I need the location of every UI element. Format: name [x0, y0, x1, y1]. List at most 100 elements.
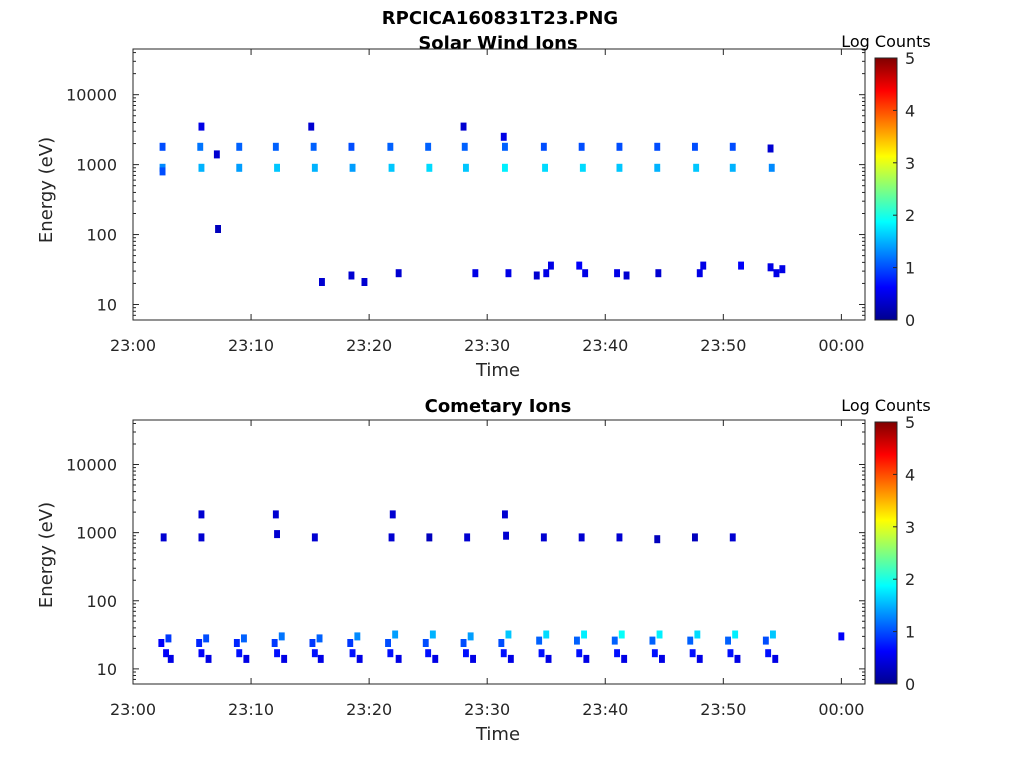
heatmap-cell — [505, 269, 512, 278]
heatmap-cell — [274, 530, 280, 539]
colorbar: 0 1 2 3 4 5 Log Counts — [841, 396, 931, 694]
heatmap-cell — [502, 510, 508, 519]
heatmap-cell — [316, 634, 323, 643]
heatmap-cell — [425, 142, 432, 151]
heatmap-cell — [611, 636, 618, 645]
heatmap-cell — [198, 533, 205, 542]
heatmap-cell — [278, 632, 285, 641]
heatmap-cell — [689, 649, 696, 658]
heatmap-cell — [196, 639, 203, 647]
y-tick-label: 100 — [86, 226, 117, 245]
heatmap-cell — [197, 142, 204, 151]
heatmap-cell — [243, 654, 250, 663]
x-axis-label: Time — [475, 724, 520, 745]
heatmap-cell — [616, 163, 623, 172]
heatmap-cell — [236, 163, 243, 172]
y-tick-label: 1000 — [76, 156, 117, 175]
heatmap-cell — [395, 269, 402, 278]
heatmap-cell — [696, 269, 703, 278]
heatmap-cell — [460, 122, 467, 131]
heatmap-cell — [767, 263, 774, 272]
heatmap-cell — [272, 510, 279, 519]
heatmap-cell — [311, 533, 318, 542]
heatmap-cell — [502, 163, 508, 172]
heatmap-cell — [349, 649, 356, 658]
heatmap-cell — [725, 636, 731, 645]
colorbar-label: Log Counts — [841, 396, 931, 415]
x-axis-label: Time — [475, 360, 520, 381]
colorbar-tick-label: 2 — [905, 206, 915, 225]
heatmap-cell — [361, 278, 368, 286]
heatmap-cell — [349, 163, 356, 172]
x-tick-label: 00:00 — [818, 700, 864, 719]
heatmap-cell — [581, 630, 587, 639]
heatmap-cell — [694, 630, 701, 639]
colorbar-tick-label: 5 — [905, 49, 915, 68]
colorbar-gradient — [874, 421, 898, 685]
colorbar: 0 1 2 3 4 5 Log Counts — [841, 32, 931, 330]
heatmap-cell — [236, 649, 243, 658]
colorbar-tick-label: 5 — [905, 413, 915, 432]
heatmap-cell — [203, 634, 210, 643]
heatmap-cell — [159, 167, 166, 176]
heatmap-cell — [767, 144, 774, 153]
heatmap-cell — [274, 649, 280, 658]
heatmap-cell — [548, 261, 554, 270]
heatmap-cell — [317, 654, 324, 663]
heatmap-cell — [426, 533, 433, 542]
colorbar-ticks: 0 1 2 3 4 5 — [893, 413, 915, 694]
y-axis: 10 100 1000 10000 — [66, 422, 865, 685]
colorbar-label: Log Counts — [841, 32, 931, 51]
heatmap-cell — [729, 533, 736, 542]
colorbar-tick-label: 1 — [905, 259, 915, 278]
heatmap-cell — [583, 654, 590, 663]
heatmap-cell — [578, 142, 585, 151]
heatmap-cell — [729, 142, 736, 151]
heatmap-cell — [768, 163, 775, 172]
colorbar-ticks: 0 1 2 3 4 5 — [893, 49, 915, 330]
heatmap-cell — [765, 649, 772, 658]
heatmap-cell — [621, 654, 628, 663]
x-tick-label: 23:40 — [582, 336, 628, 355]
heatmap-cell — [545, 654, 552, 663]
x-tick-label: 23:00 — [110, 336, 156, 355]
x-tick-label: 23:20 — [346, 700, 392, 719]
heatmap-cell — [426, 163, 433, 172]
colorbar-tick-label: 3 — [905, 518, 915, 537]
heatmap-cell — [464, 533, 471, 542]
heatmap-cell — [198, 649, 205, 658]
heatmap-cell — [160, 533, 167, 542]
heatmap-cell — [734, 654, 741, 663]
colorbar-tick-label: 3 — [905, 154, 915, 173]
heatmap-cell — [388, 533, 395, 542]
heatmap-cell — [773, 269, 780, 278]
heatmap-cell — [729, 163, 736, 172]
heatmap-cell — [538, 649, 545, 658]
heatmap-cell — [732, 630, 739, 639]
heatmap-cell — [165, 634, 172, 643]
heatmap-cell — [356, 654, 363, 663]
heatmap-cell — [578, 533, 585, 542]
heatmap-cell — [654, 142, 661, 151]
heatmap-cell — [779, 265, 786, 274]
colorbar-tick-label: 0 — [905, 311, 915, 330]
heatmap-cell — [700, 261, 707, 270]
heatmap-cell — [692, 533, 698, 542]
heatmap-cell — [770, 630, 776, 639]
heatmap-cell — [651, 649, 658, 658]
x-tick-label: 23:00 — [110, 700, 156, 719]
heatmap-cell — [738, 261, 744, 270]
heatmap-cell — [500, 132, 507, 141]
heatmap-cell — [159, 142, 166, 151]
heatmap-cell — [503, 531, 509, 540]
heatmap-cell — [215, 225, 221, 233]
heatmap-cell — [387, 649, 394, 658]
y-tick-label: 10 — [97, 295, 117, 314]
heatmap-cell — [470, 654, 476, 663]
heatmap-cell — [772, 654, 779, 663]
heatmap-cell — [348, 142, 355, 151]
heatmap-cell — [167, 654, 174, 663]
heatmap-cell — [727, 649, 734, 658]
y-tick-label: 10000 — [66, 456, 117, 475]
